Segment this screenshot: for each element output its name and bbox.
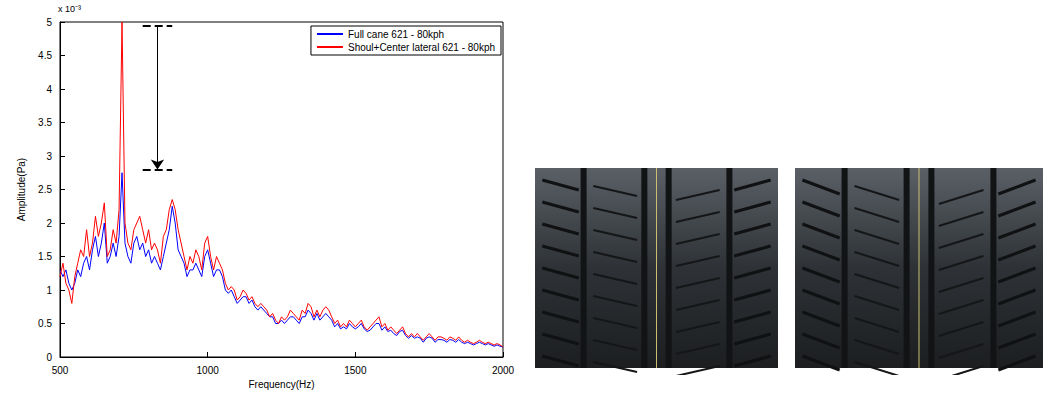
svg-text:3: 3 bbox=[46, 151, 52, 162]
svg-text:4: 4 bbox=[46, 84, 52, 95]
svg-text:4.5: 4.5 bbox=[38, 50, 52, 61]
svg-text:2.5: 2.5 bbox=[38, 184, 52, 195]
svg-text:3.5: 3.5 bbox=[38, 117, 52, 128]
svg-text:Frequency(Hz): Frequency(Hz) bbox=[248, 379, 314, 390]
svg-text:0: 0 bbox=[46, 352, 52, 363]
svg-text:Full cane 621 - 80kph: Full cane 621 - 80kph bbox=[348, 29, 444, 40]
svg-text:1000: 1000 bbox=[197, 365, 220, 376]
svg-text:x 10⁻³: x 10⁻³ bbox=[58, 4, 81, 14]
svg-text:1500: 1500 bbox=[344, 365, 367, 376]
svg-text:1: 1 bbox=[46, 285, 52, 296]
svg-text:2: 2 bbox=[46, 218, 52, 229]
svg-text:Amplitude(Pa): Amplitude(Pa) bbox=[16, 158, 27, 221]
svg-text:1.5: 1.5 bbox=[38, 251, 52, 262]
svg-text:0.5: 0.5 bbox=[38, 318, 52, 329]
svg-text:5: 5 bbox=[46, 17, 52, 28]
svg-text:Shoul+Center lateral 621 - 80k: Shoul+Center lateral 621 - 80kph bbox=[348, 42, 495, 53]
svg-text:2000: 2000 bbox=[492, 365, 515, 376]
svg-text:500: 500 bbox=[52, 365, 69, 376]
